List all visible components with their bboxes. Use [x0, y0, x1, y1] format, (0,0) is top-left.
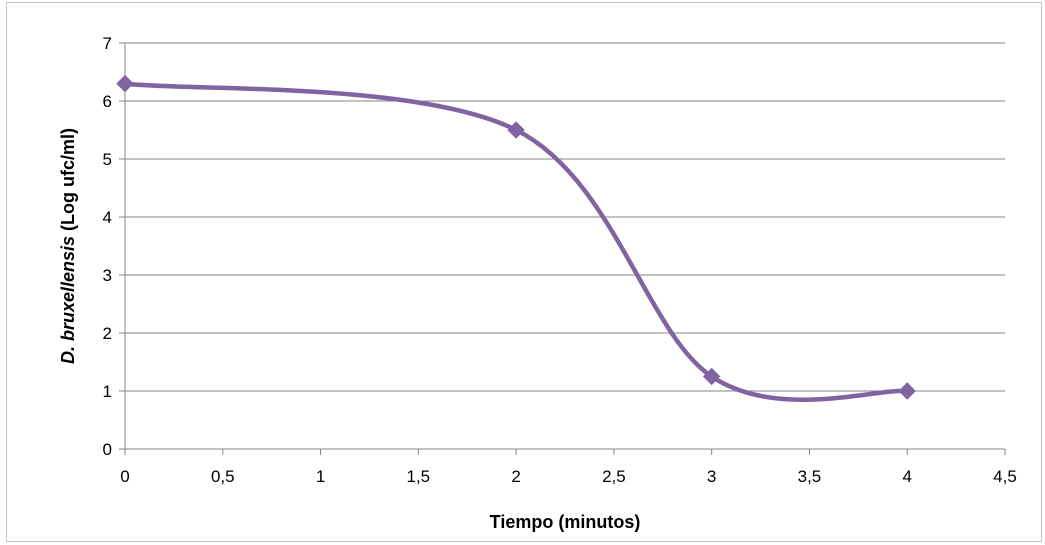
x-tick-label: 2: [511, 467, 520, 486]
x-tick-label: 1: [316, 467, 325, 486]
data-point-marker: [898, 382, 916, 400]
chart-frame: [6, 2, 1042, 542]
y-tick-label: 6: [103, 92, 112, 111]
y-tick-label: 3: [103, 266, 112, 285]
x-tick-label: 3,5: [798, 467, 822, 486]
y-tick-label: 4: [103, 208, 112, 227]
data-point-marker: [116, 74, 134, 93]
data-point-marker: [702, 367, 721, 386]
y-axis-title: D. bruxellensis (Log ufc/ml): [58, 128, 78, 364]
x-tick-label: 4: [902, 467, 911, 486]
x-tick-label: 0,5: [211, 467, 235, 486]
y-tick-labels: 0 1 2 3 4 5 6 7: [103, 34, 112, 459]
y-axis-title-rest: (Log ufc/ml): [58, 128, 78, 236]
series-layer: [116, 74, 916, 402]
x-tick-label: 1,5: [407, 467, 431, 486]
y-tick-label: 5: [103, 150, 112, 169]
x-tick-label: 0: [120, 467, 129, 486]
y-tick-label: 1: [103, 382, 112, 401]
x-tick-label: 4,5: [993, 467, 1017, 486]
x-axis-title: Tiempo (minutos): [490, 512, 641, 532]
gridlines: [125, 42, 1005, 392]
x-tick-labels: 0 0,5 1 1,5 2 2,5 3 3,5 4 4,5: [120, 467, 1017, 486]
y-axis-title-italic: D. bruxellensis: [58, 236, 78, 364]
y-tick-label: 7: [103, 34, 112, 53]
x-tick-label: 2,5: [602, 467, 626, 486]
series-line: [122, 81, 910, 402]
y-tick-label: 2: [103, 324, 112, 343]
data-point-marker: [507, 121, 525, 139]
axes: [119, 42, 1006, 455]
x-tick-label: 3: [707, 467, 716, 486]
y-tick-label: 0: [103, 440, 112, 459]
